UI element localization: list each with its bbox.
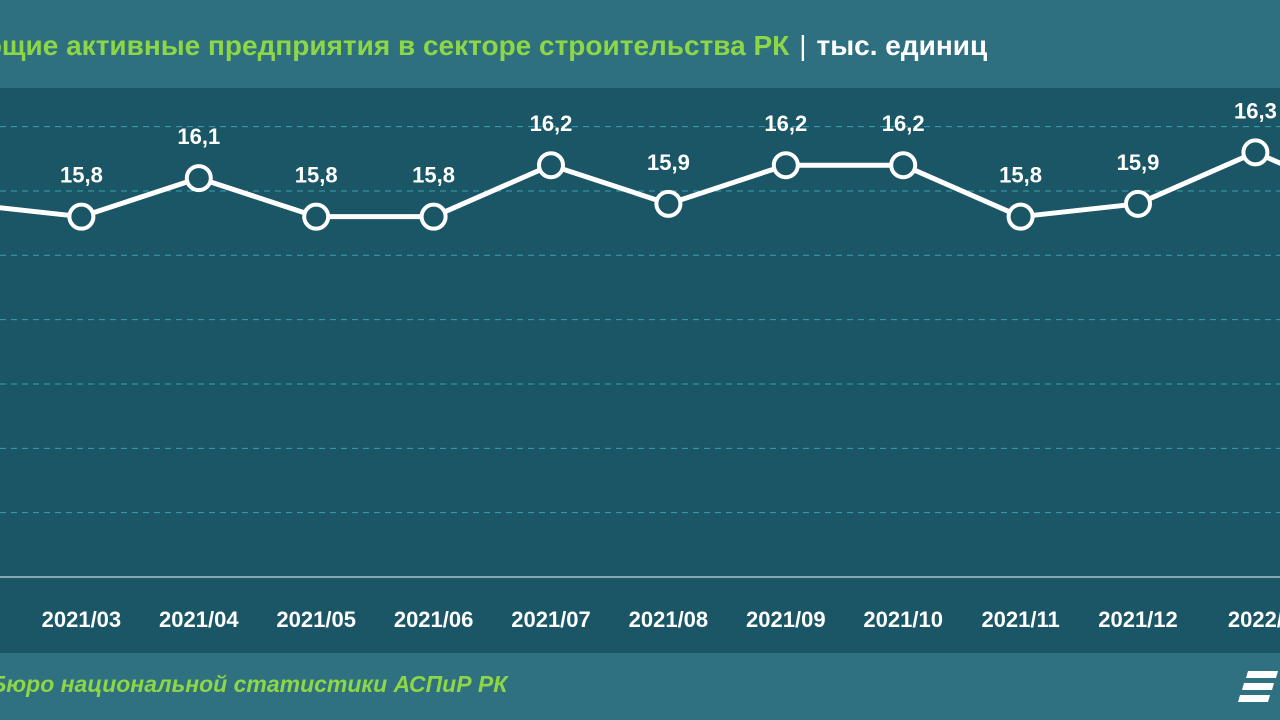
data-point [1124, 189, 1152, 218]
data-point [771, 151, 800, 180]
x-tick-label: 2021/04 [159, 607, 239, 632]
data-point [654, 189, 683, 218]
x-tick-label: 2021/07 [511, 607, 591, 632]
data-label: 15,9 [1117, 150, 1160, 175]
data-point [419, 202, 448, 231]
chart-header: ющие активные предприятия в секторе стро… [0, 0, 1280, 88]
chart-footer: Бюро национальной статистики АСПиР РК [0, 655, 1280, 720]
data-label: 16,2 [764, 111, 807, 136]
chart-title-main: ющие активные предприятия в секторе стро… [0, 30, 790, 61]
chart-title: ющие активные предприятия в секторе стро… [0, 22, 1280, 70]
x-tick-label: 2021/12 [1098, 607, 1178, 632]
data-point [67, 202, 96, 231]
data-label: 15,8 [295, 163, 338, 188]
line-chart: 15,8 16,1 15,8 15,8 16,2 15,9 16,2 16,2 15,8 15,9… [0, 98, 1280, 632]
data-point [1241, 138, 1270, 167]
data-label: 15,9 [647, 150, 690, 175]
data-point [184, 164, 213, 193]
data-label: 16,2 [882, 111, 925, 136]
data-label: 15,8 [60, 163, 103, 188]
x-tick-label: 2021/06 [394, 607, 474, 632]
x-tick-label: 2021/08 [629, 607, 709, 632]
x-tick-label: 2021/11 [981, 607, 1059, 632]
data-point [889, 151, 918, 180]
data-point [537, 151, 565, 180]
chart-title-unit: тыс. единиц [816, 30, 988, 61]
x-tick-label: 2021/10 [863, 607, 943, 632]
data-point [1006, 202, 1035, 231]
data-label: 15,8 [412, 163, 455, 188]
data-label: 16,2 [530, 111, 573, 136]
x-tick-label: 2021/05 [276, 607, 356, 632]
data-label: 15,8 [999, 163, 1042, 188]
plot-area: 15,8 16,1 15,8 15,8 16,2 15,9 16,2 16,2 15,8 15,9… [0, 88, 1280, 653]
logo-icon [1238, 671, 1278, 702]
x-tick-label: 2022/ [1228, 607, 1280, 632]
x-tick-label: 2021/09 [746, 607, 826, 632]
source-note: Бюро национальной статистики АСПиР РК [0, 671, 508, 697]
data-label: 16,1 [177, 124, 220, 149]
title-separator: | [799, 30, 807, 61]
data-point [302, 202, 331, 231]
data-label: 16,3 [1234, 98, 1277, 123]
x-tick-label: 2021/03 [42, 607, 122, 632]
